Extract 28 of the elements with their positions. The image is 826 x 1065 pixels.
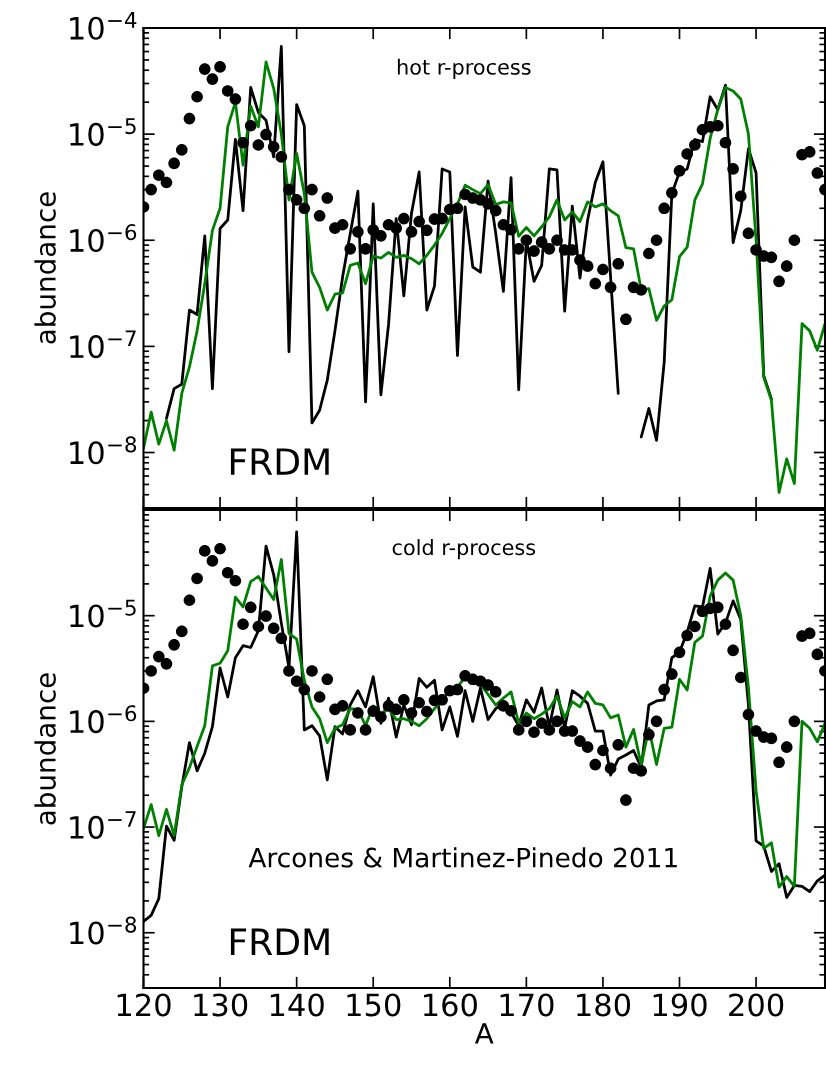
y-tick-label: 10$^{−5}$ — [70, 599, 136, 628]
y-axis-title: abundance — [34, 192, 56, 344]
x-tick-label: 180 — [577, 993, 631, 1017]
x-axis-title: A — [474, 1023, 494, 1044]
y-tick-label: 10$^{−8}$ — [70, 916, 137, 945]
annotation: Arcones & Martinez-Pinedo 2011 — [248, 847, 677, 868]
x-tick-label: 140 — [270, 993, 324, 1017]
y-tick-label: 10$^{−4}$ — [70, 12, 137, 40]
y-tick-label: 10$^{−6}$ — [70, 224, 137, 253]
y-tick-label: 10$^{−8}$ — [70, 436, 137, 465]
line-series — [143, 558, 825, 889]
x-tick-label: 170 — [500, 993, 554, 1017]
x-tick-label: 120 — [117, 993, 171, 1017]
annotation: FRDM — [230, 928, 329, 955]
x-tick-label: 190 — [653, 993, 707, 1017]
annotation: cold r-process — [392, 539, 536, 560]
y-tick-label: 10$^{−6}$ — [70, 705, 137, 734]
y-tick-label: 10$^{−7}$ — [70, 811, 136, 839]
x-tick-label: 160 — [423, 993, 477, 1017]
annotation: FRDM — [230, 448, 329, 475]
x-tick-label: 150 — [347, 993, 401, 1017]
y-tick-label: 10$^{−5}$ — [70, 118, 136, 146]
line-series — [143, 60, 825, 494]
annotation: hot r-process — [397, 58, 531, 79]
x-tick-label: 200 — [729, 993, 784, 1017]
y-tick-label: 10$^{−7}$ — [70, 330, 136, 359]
y-axis-title: abundance — [34, 673, 56, 825]
x-tick-label: 130 — [194, 993, 248, 1017]
